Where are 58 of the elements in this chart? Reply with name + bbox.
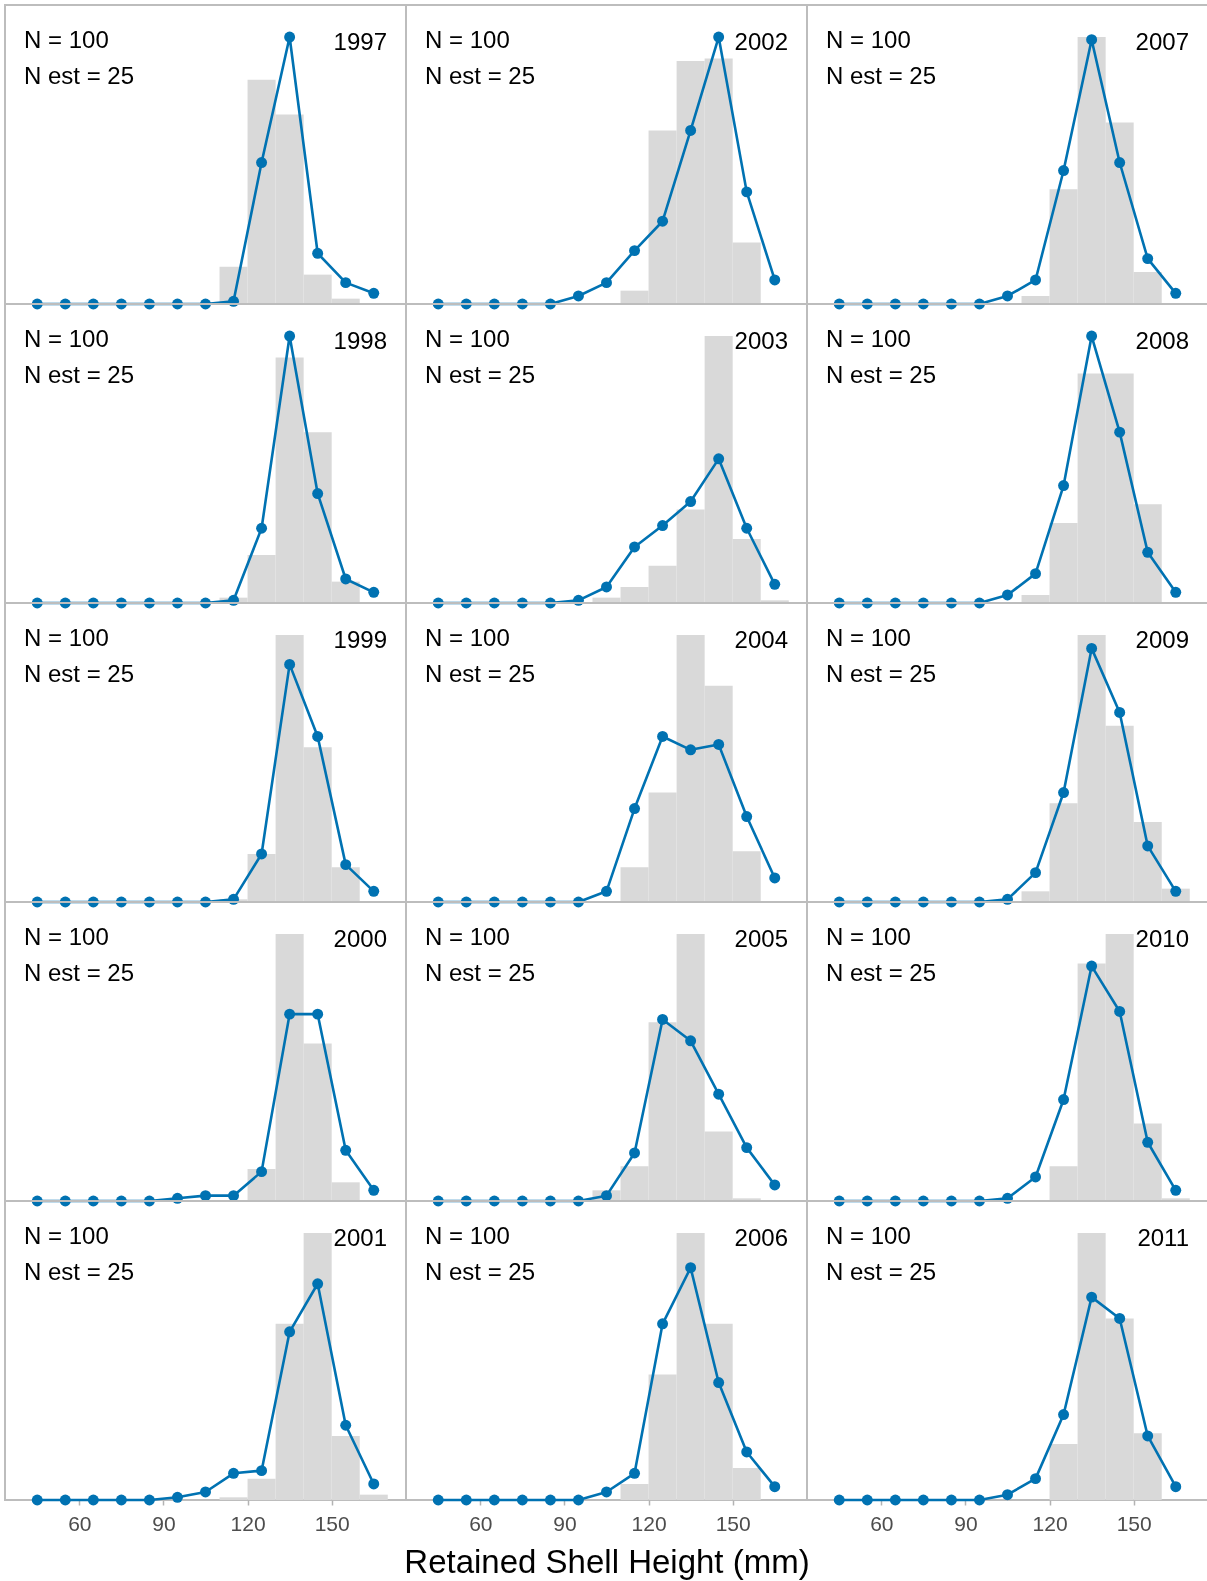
annotation: N est = 25 <box>425 1258 536 1285</box>
chart-title: 2005 <box>734 925 788 952</box>
annotation: N = 100 <box>425 325 510 352</box>
annotation: N = 100 <box>24 26 109 53</box>
chart-title: 2002 <box>734 28 788 55</box>
chart-title: 2011 <box>1137 1224 1189 1251</box>
chart-title: 2006 <box>734 1224 788 1251</box>
chart-title: 2004 <box>734 626 788 653</box>
chart-title: 2000 <box>333 925 387 952</box>
chart-title: 2001 <box>333 1224 387 1251</box>
x-tick-label: 90 <box>152 1511 176 1535</box>
x-tick-label: 60 <box>68 1511 92 1535</box>
annotation: N est = 25 <box>24 361 135 388</box>
chart-title: 2003 <box>734 327 788 354</box>
x-tick-label: 120 <box>631 1511 667 1535</box>
annotation: N est = 25 <box>826 361 937 388</box>
annotation: N = 100 <box>425 1222 510 1249</box>
annotation: N est = 25 <box>24 660 135 687</box>
annotation: N = 100 <box>24 923 109 950</box>
annotation: N est = 25 <box>826 1258 937 1285</box>
annotation: N est = 25 <box>24 62 135 89</box>
x-tick-label: 150 <box>1116 1511 1152 1535</box>
chart-title: 2008 <box>1135 327 1189 354</box>
chart-title: 2007 <box>1135 28 1189 55</box>
annotation: N est = 25 <box>24 959 135 986</box>
annotation: N est = 25 <box>425 361 536 388</box>
annotation: N est = 25 <box>425 959 536 986</box>
x-axis-title: Retained Shell Height (mm) <box>404 1542 810 1580</box>
chart-title: 1997 <box>333 28 387 55</box>
annotation: N est = 25 <box>425 62 536 89</box>
annotation: N = 100 <box>24 325 109 352</box>
x-tick-label: 60 <box>469 1511 493 1535</box>
annotation: N = 100 <box>24 624 109 651</box>
x-tick-label: 90 <box>553 1511 577 1535</box>
annotation: N = 100 <box>826 624 911 651</box>
annotation: N est = 25 <box>24 1258 135 1285</box>
annotation: N = 100 <box>826 26 911 53</box>
x-tick-label: 120 <box>230 1511 266 1535</box>
chart-title: 2010 <box>1135 925 1189 952</box>
x-tick-label: 120 <box>1032 1511 1068 1535</box>
annotation: N est = 25 <box>425 660 536 687</box>
annotation: N = 100 <box>826 1222 911 1249</box>
annotation: N est = 25 <box>826 660 937 687</box>
x-tick-label: 150 <box>715 1511 751 1535</box>
x-tick-label: 150 <box>314 1511 350 1535</box>
annotation: N = 100 <box>826 923 911 950</box>
chart-title: 2009 <box>1135 626 1189 653</box>
annotation: N est = 25 <box>826 959 937 986</box>
annotation: N = 100 <box>425 624 510 651</box>
annotation: N = 100 <box>24 1222 109 1249</box>
x-tick-label: 60 <box>870 1511 894 1535</box>
chart-title: 1999 <box>333 626 387 653</box>
x-tick-label: 90 <box>954 1511 978 1535</box>
annotation: N = 100 <box>425 923 510 950</box>
chart-title: 1998 <box>333 327 387 354</box>
annotation: N est = 25 <box>826 62 937 89</box>
annotation: N = 100 <box>425 26 510 53</box>
annotation: N = 100 <box>826 325 911 352</box>
